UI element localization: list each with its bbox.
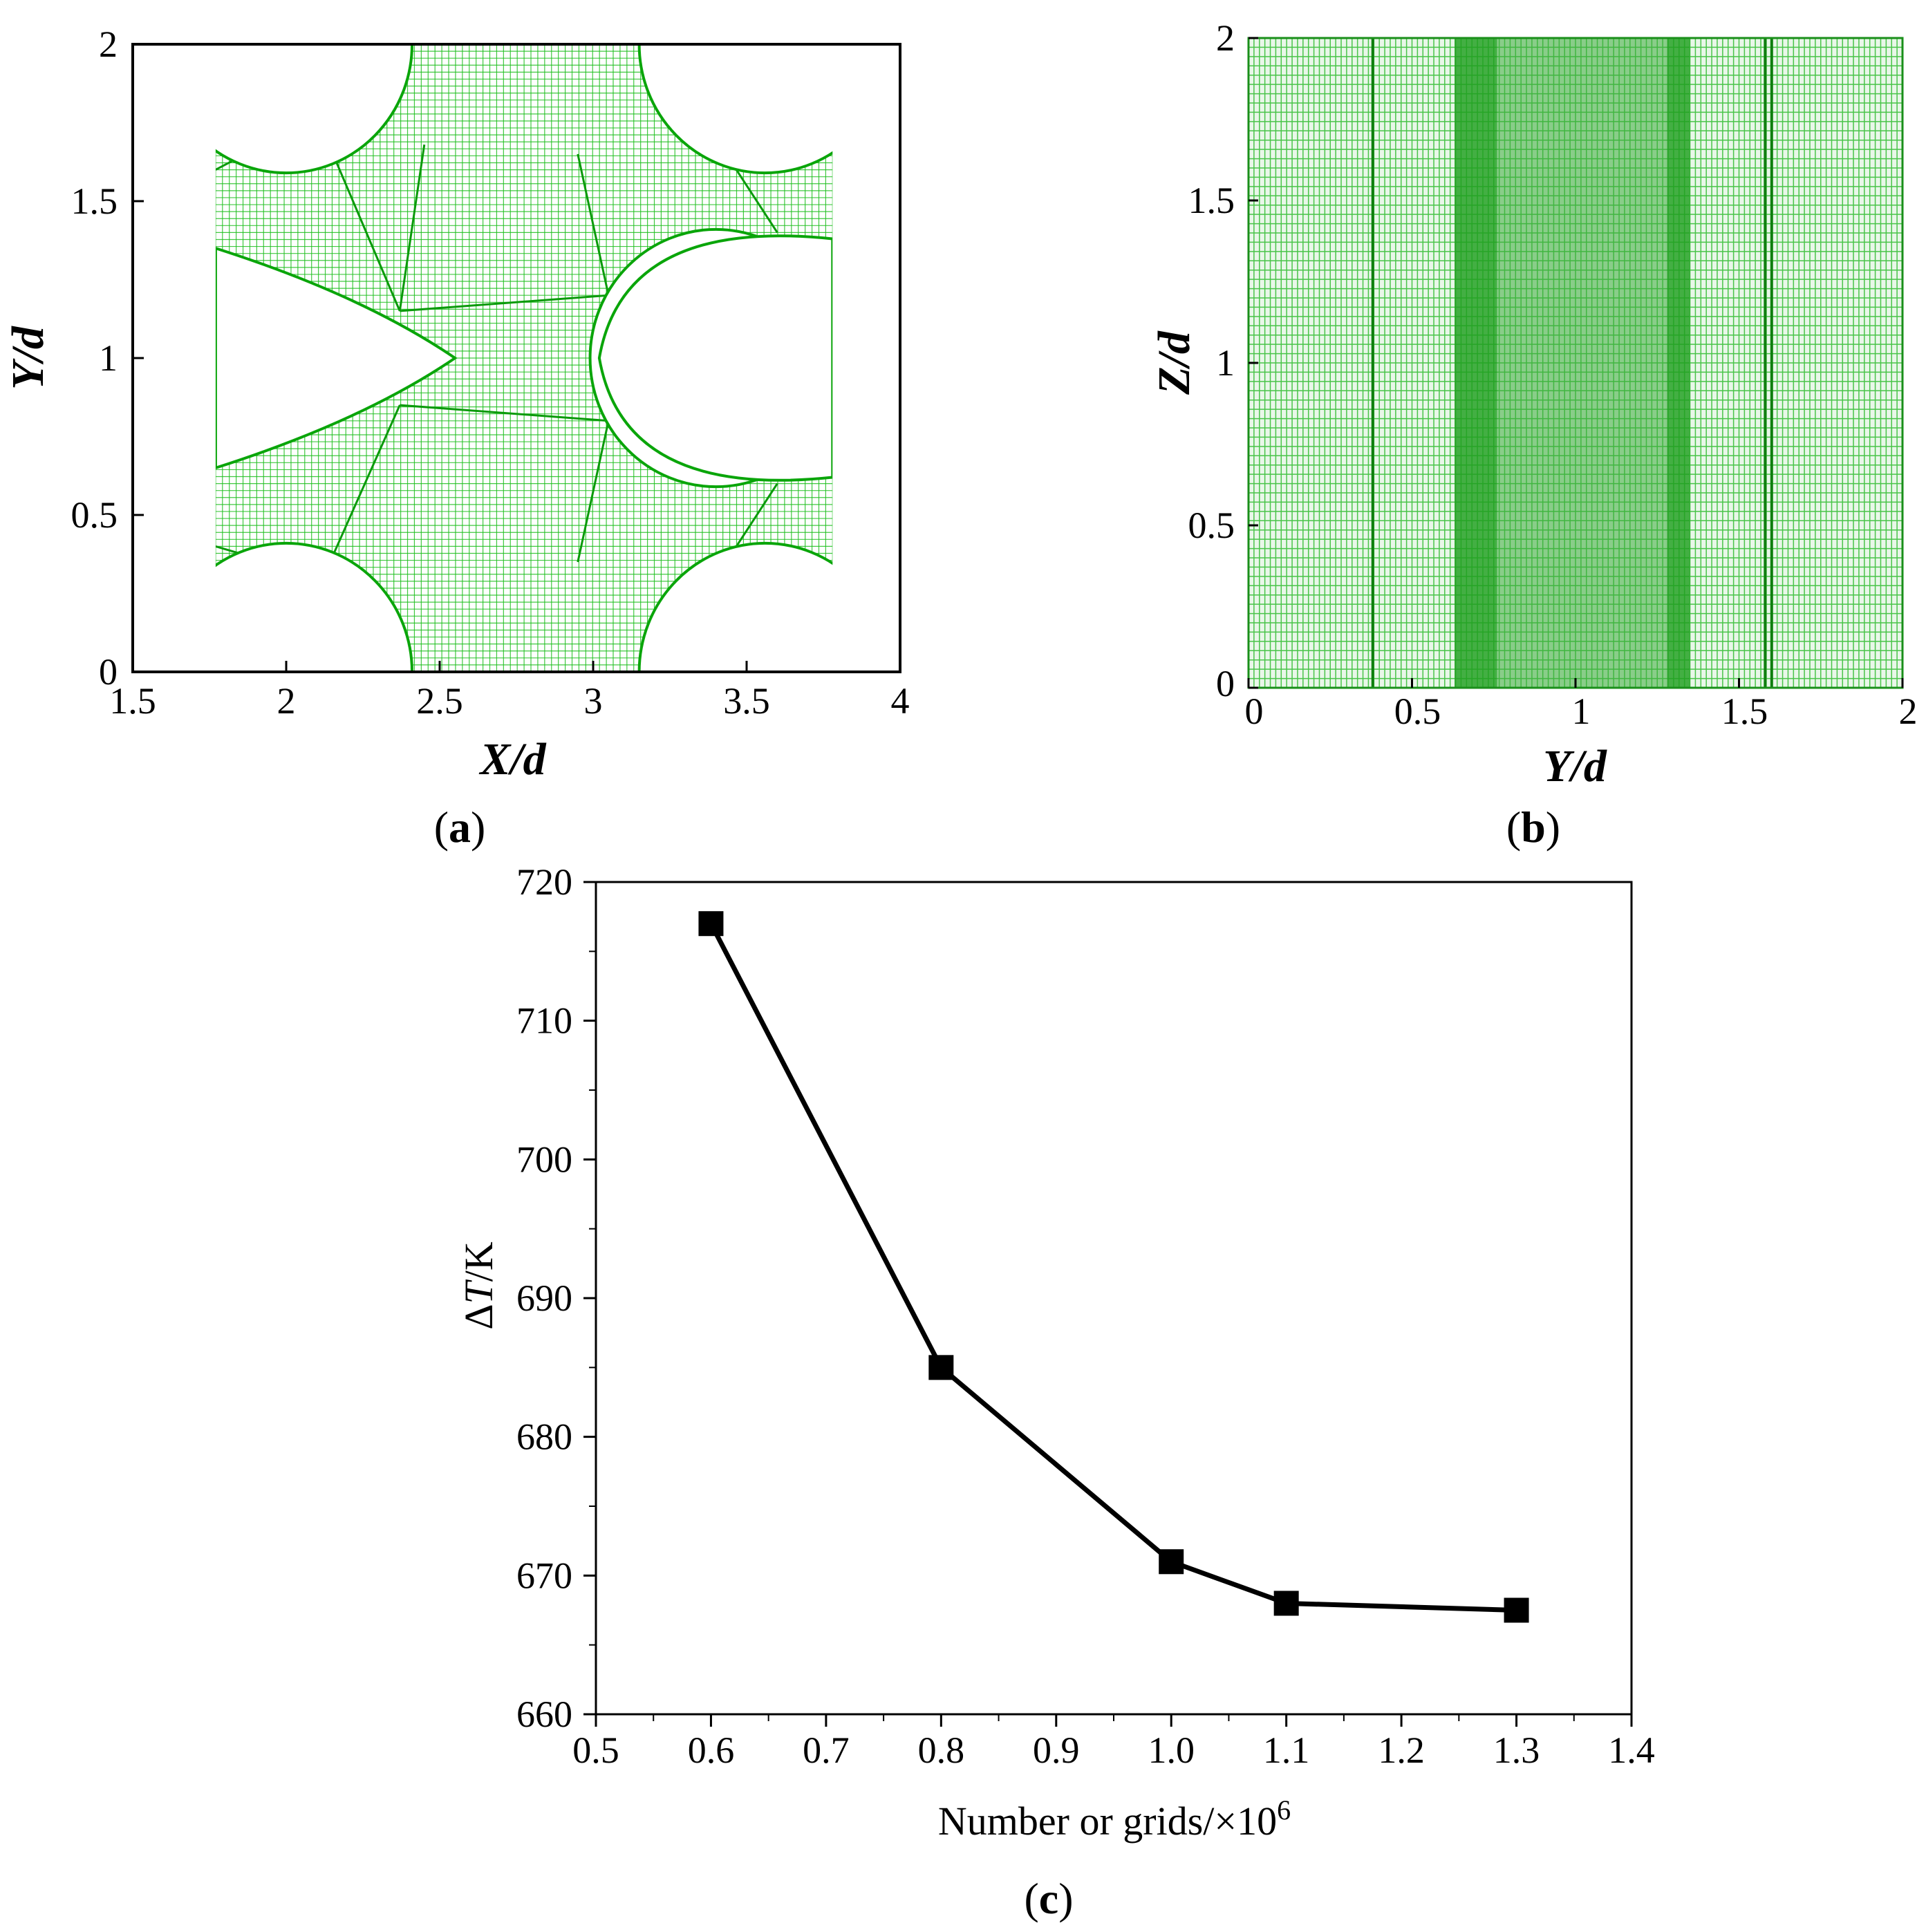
panel-a-outside-right <box>832 44 900 672</box>
panel-a-mesh-block-edge <box>321 404 401 579</box>
panel-a-x-tick-label: 3 <box>584 680 603 722</box>
panel-c-x-tick-label: 1.0 <box>1148 1729 1195 1771</box>
panel-b-y-tick-label: 1.5 <box>1188 180 1235 221</box>
panel-a-y-tick-label: 2 <box>99 24 118 65</box>
panel-c-x-tick-label: 0.9 <box>1033 1729 1080 1771</box>
panel-a-mesh-block-edge <box>577 420 610 563</box>
panel-c-x-axis-title: Number or grids/×106 <box>938 1794 1291 1844</box>
panel-c-y-tick-label: 700 <box>516 1138 572 1180</box>
panel-c-y-tick-label: 670 <box>516 1555 572 1596</box>
panel-a-outside-left <box>133 44 216 672</box>
panel-b-dense-bands <box>1454 38 1690 688</box>
panel-c-y-tick-label: 660 <box>516 1694 572 1735</box>
panel-b-caption-letter: b <box>1521 803 1546 852</box>
panel-b-y-tick-label: 0 <box>1216 663 1235 704</box>
panel-c-caption-letter: c <box>1039 1874 1058 1923</box>
panel-c-x-tick-label: 0.7 <box>803 1729 850 1771</box>
panel-a-y-tick-label: 1.5 <box>71 180 118 222</box>
panel-a-y-tick-label: 1 <box>99 337 118 379</box>
panel-c-y-axis-title-unit: /K <box>456 1241 501 1282</box>
panel-c-chart: 0.5 0.6 0.7 0.8 0.9 1.0 1.1 1.2 1.3 1.4 660 670 680… <box>456 861 1655 1923</box>
panel-a-outside-domain <box>133 44 900 672</box>
panel-b-y-tick-label: 2 <box>1216 17 1235 59</box>
panel-a-mesh-block-edge <box>400 404 609 422</box>
panel-b-x-axis-title: Y/d <box>1543 741 1607 791</box>
panel-a-y-axis-title: Y/d <box>3 326 53 390</box>
panel-c-y-tick-label: 720 <box>516 861 572 903</box>
panel-b-mesh: 0 0.5 1 1.5 2 0 0.5 1 1.5 2 Y/d Z/d (b) <box>1149 17 1918 852</box>
panel-c-x-tick-label: 0.8 <box>918 1729 965 1771</box>
panel-a-x-tick-label: 2 <box>277 680 296 722</box>
panel-a-x-axis-title: X/d <box>478 734 546 785</box>
panel-b-dark-lines <box>1371 38 1773 688</box>
panel-a-x-tick-label: 4 <box>891 680 910 722</box>
panel-a-caption: (a) <box>434 803 486 852</box>
panel-a-y-ticks: 0 0.5 1 1.5 2 <box>71 24 144 693</box>
panel-a-cylinder <box>159 44 413 175</box>
panel-b-dense-band <box>1667 38 1690 688</box>
panel-a-y-tick-label: 0 <box>99 651 118 693</box>
panel-a-mesh-grid <box>133 44 900 672</box>
panel-b-medium-band <box>1497 38 1667 688</box>
panel-b-x-tick-label: 1.5 <box>1721 691 1768 732</box>
panel-c-x-tick-label: 1.4 <box>1608 1729 1655 1771</box>
panel-a-x-tick-label: 2.5 <box>416 680 463 722</box>
panel-c-y-ticks: 660 670 680 690 700 710 720 <box>516 861 596 1735</box>
panel-c-y-axis-title-delta: Δ <box>456 1304 501 1329</box>
panel-a-caption-letter: a <box>449 803 471 852</box>
panel-c-data-point <box>1159 1549 1184 1575</box>
panel-a-x-ticks: 1.5 2 2.5 3 3.5 4 <box>109 661 910 722</box>
panel-b-y-axis-title: Z/d <box>1149 330 1199 395</box>
panel-a-cylinder <box>637 44 892 175</box>
panel-c-x-tick-label: 1.3 <box>1493 1729 1540 1771</box>
panel-c-data-point <box>928 1355 954 1380</box>
panel-a-mesh-block-edge <box>577 153 610 296</box>
panel-b-x-tick-label: 0 <box>1245 691 1264 732</box>
panel-a-mesh-block-edge <box>400 294 609 312</box>
panel-c-y-tick-label: 690 <box>516 1277 572 1319</box>
panel-c-x-axis-title-superscript: 6 <box>1277 1794 1291 1826</box>
panel-b-y-tick-label: 0.5 <box>1188 505 1235 546</box>
panel-a-x-tick-label: 3.5 <box>723 680 770 722</box>
panel-c-series <box>698 911 1529 1623</box>
panel-c-y-tick-label: 680 <box>516 1416 572 1458</box>
panel-c-series-line <box>709 922 1517 1613</box>
panel-c-x-ticks: 0.5 0.6 0.7 0.8 0.9 1.0 1.1 1.2 1.3 1.4 <box>572 1714 1655 1771</box>
panel-b-x-tick-label: 1 <box>1572 691 1591 732</box>
panel-c-data-point <box>1504 1597 1529 1623</box>
panel-b-caption: (b) <box>1506 803 1560 852</box>
panel-c-x-tick-label: 0.6 <box>688 1729 735 1771</box>
panel-b-mesh-grid <box>1249 38 1902 688</box>
panel-a-mesh-block-edge <box>398 144 426 312</box>
panel-b-y-ticks: 0 0.5 1 1.5 2 <box>1188 17 1258 704</box>
panel-b-x-tick-label: 2 <box>1899 691 1918 732</box>
panel-b-x-ticks: 0 0.5 1 1.5 2 <box>1245 678 1918 732</box>
panel-c-caption: (c) <box>1024 1874 1073 1923</box>
panel-c-x-tick-label: 1.1 <box>1263 1729 1310 1771</box>
panel-c-data-point <box>698 911 724 937</box>
panel-c-y-axis-title-variable: T <box>456 1279 501 1304</box>
panel-b-dense-band <box>1454 38 1497 688</box>
panel-a-solid-regions <box>214 234 834 482</box>
panel-c-x-tick-label: 0.5 <box>572 1729 619 1771</box>
panel-a-x-tick-label: 1.5 <box>109 680 156 722</box>
panel-c-x-axis-title-main: Number or grids/×10 <box>938 1799 1277 1844</box>
panel-a-y-tick-label: 0.5 <box>71 494 118 536</box>
panel-b-x-tick-label: 0.5 <box>1394 691 1441 732</box>
panel-c-y-axis-title: ΔT/K <box>456 1241 501 1330</box>
panel-a-solid-left <box>214 246 458 470</box>
panel-c-data-point <box>1273 1591 1299 1616</box>
panel-a-mesh: 1.5 2 2.5 3 3.5 4 0 0.5 1 1.5 2 X/d Y/d (a) <box>3 24 910 852</box>
panel-c-frame <box>595 881 1633 1716</box>
panel-b-y-tick-label: 1 <box>1216 342 1235 384</box>
panel-c-y-tick-label: 710 <box>516 1000 572 1042</box>
panel-a-solid-right <box>597 234 834 482</box>
panel-c-x-tick-label: 1.2 <box>1378 1729 1425 1771</box>
